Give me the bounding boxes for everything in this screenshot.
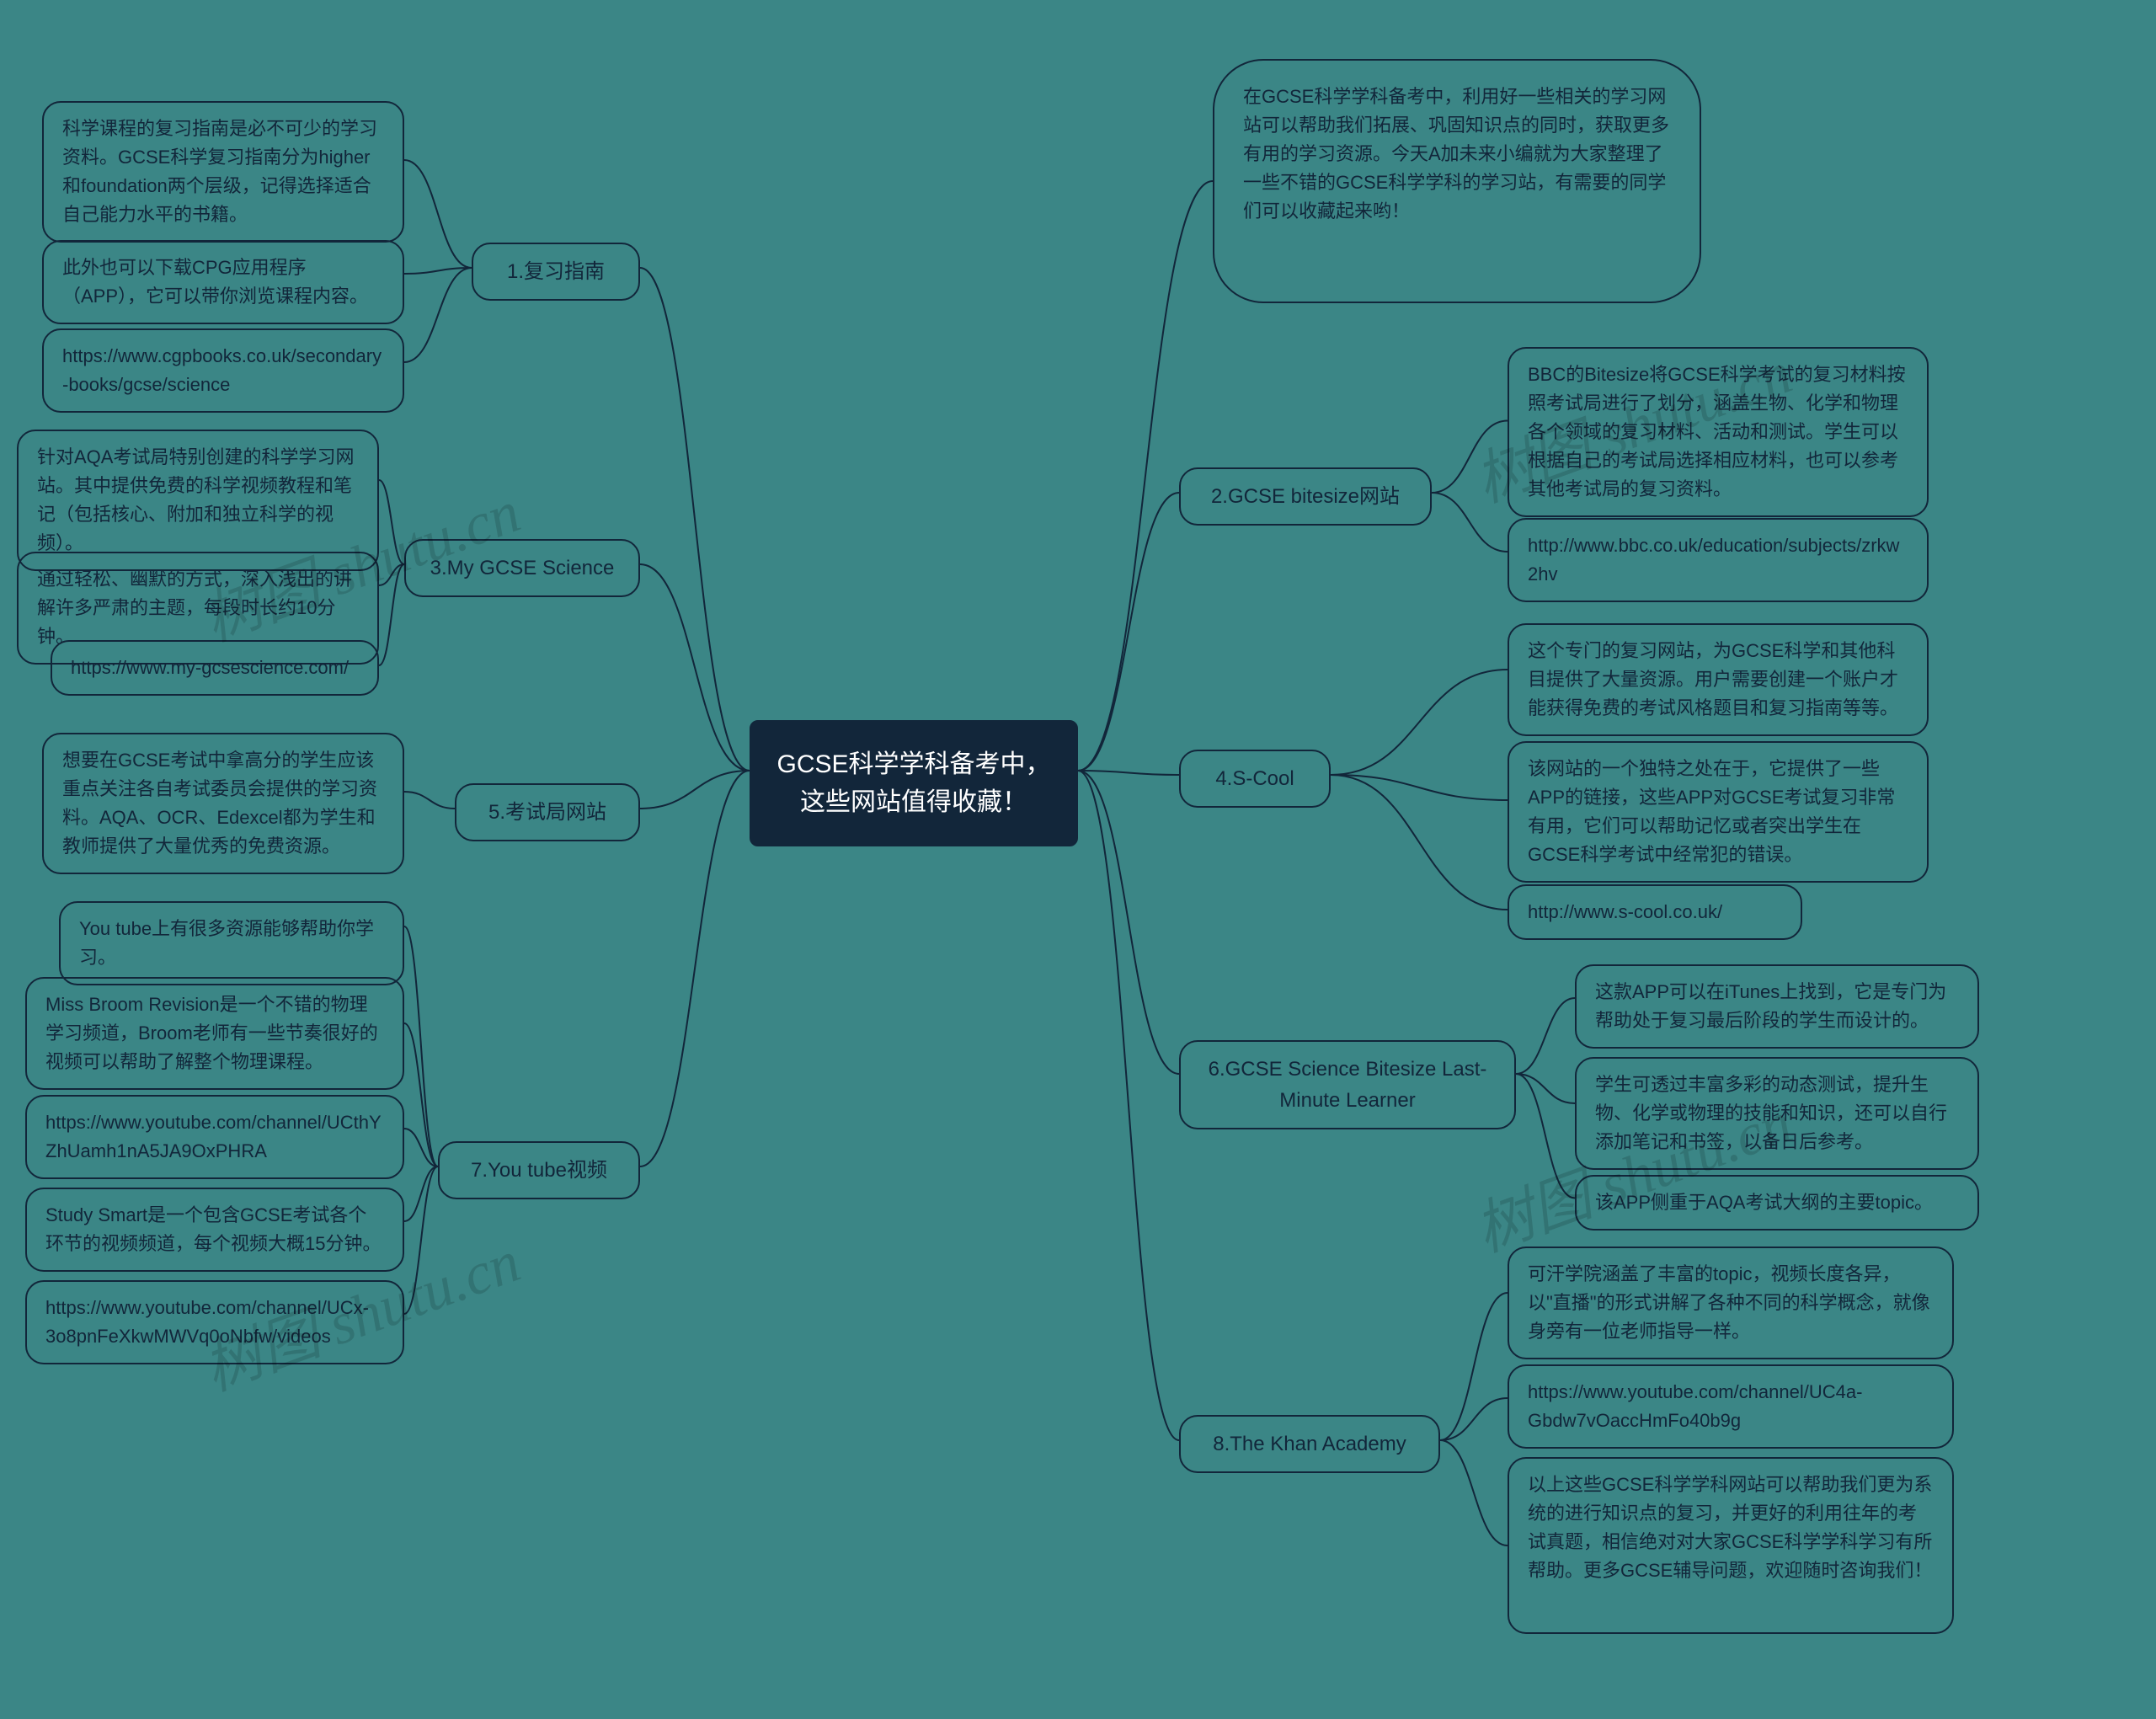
root-text: GCSE科学学科备考中，这些网站值得收藏！ [776,750,1050,816]
branch-8-leaf-1-text: 可汗学院涵盖了丰富的topic，视频长度各异，以"直播"的形式讲解了各种不同的科… [1528,1263,1930,1342]
branch-1-label: 1.复习指南 [507,260,605,283]
branch-6-leaf-3: 该APP侧重于AQA考试大纲的主要topic。 [1575,1175,1979,1231]
mindmap-stage: GCSE科学学科备考中，这些网站值得收藏！ 在GCSE科学学科备考中，利用好一些… [0,0,2156,1719]
branch-1-leaf-1-text: 科学课程的复习指南是必不可少的学习资料。GCSE科学复习指南分为higher和f… [62,118,377,225]
branch-3-leaf-1-text: 针对AQA考试局特别创建的科学学习网站。其中提供免费的科学视频教程和笔记（包括核… [37,446,354,553]
branch-7-leaf-1-text: You tube上有很多资源能够帮助你学习。 [79,918,374,968]
branch-7-leaf-2-text: Miss Broom Revision是一个不错的物理学习频道，Broom老师有… [45,994,378,1072]
branch-3-label: 3.My GCSE Science [430,557,615,579]
branch-5-leaf-1: 想要在GCSE考试中拿高分的学生应该重点关注各自考试委员会提供的学习资料。AQA… [42,733,404,874]
branch-1-leaf-3: https://www.cgpbooks.co.uk/secondary-boo… [42,328,404,413]
branch-8-leaf-2: https://www.youtube.com/channel/UC4a-Gbd… [1508,1364,1954,1449]
branch-7-leaf-4-text: Study Smart是一个包含GCSE考试各个环节的视频频道，每个视频大概15… [45,1204,381,1254]
branch-1-leaf-2: 此外也可以下载CPG应用程序（APP），它可以带你浏览课程内容。 [42,240,404,324]
branch-1: 1.复习指南 [472,243,640,301]
branch-7-leaf-1: You tube上有很多资源能够帮助你学习。 [59,901,404,985]
branch-7-leaf-4: Study Smart是一个包含GCSE考试各个环节的视频频道，每个视频大概15… [25,1188,404,1272]
branch-8-leaf-3-text: 以上这些GCSE科学学科网站可以帮助我们更为系统的进行知识点的复习，并更好的利用… [1528,1474,1932,1581]
branch-6-leaf-1: 这款APP可以在iTunes上找到，它是专门为帮助处于复习最后阶段的学生而设计的… [1575,964,1979,1049]
branch-7-leaf-5-text: https://www.youtube.com/channel/UCx-3o8p… [45,1297,369,1347]
branch-8-label: 8.The Khan Academy [1213,1433,1406,1455]
root-node: GCSE科学学科备考中，这些网站值得收藏！ [750,720,1078,846]
branch-8-leaf-3: 以上这些GCSE科学学科网站可以帮助我们更为系统的进行知识点的复习，并更好的利用… [1508,1457,1954,1634]
branch-5-leaf-1-text: 想要在GCSE考试中拿高分的学生应该重点关注各自考试委员会提供的学习资料。AQA… [62,750,377,857]
branch-2-leaf-2: http://www.bbc.co.uk/education/subjects/… [1508,518,1929,602]
branch-8: 8.The Khan Academy [1179,1415,1440,1473]
branch-4-leaf-2-text: 该网站的一个独特之处在于，它提供了一些APP的链接，这些APP对GCSE考试复习… [1528,758,1895,865]
branch-3-leaf-2-text: 通过轻松、幽默的方式，深入浅出的讲解许多严肃的主题，每段时长约10分钟。 [37,569,352,647]
branch-3: 3.My GCSE Science [404,539,640,597]
branch-3-leaf-3: https://www.my-gcsescience.com/ [51,640,379,696]
branch-6-label: 6.GCSE Science Bitesize Last-Minute Lear… [1209,1058,1487,1112]
branch-6: 6.GCSE Science Bitesize Last-Minute Lear… [1179,1040,1516,1129]
branch-1-leaf-3-text: https://www.cgpbooks.co.uk/secondary-boo… [62,345,382,395]
branch-6-leaf-1-text: 这款APP可以在iTunes上找到，它是专门为帮助处于复习最后阶段的学生而设计的… [1595,981,1946,1031]
branch-8-leaf-1: 可汗学院涵盖了丰富的topic，视频长度各异，以"直播"的形式讲解了各种不同的科… [1508,1247,1954,1359]
branch-7-label: 7.You tube视频 [471,1159,607,1182]
branch-7-leaf-2: Miss Broom Revision是一个不错的物理学习频道，Broom老师有… [25,977,404,1090]
branch-7-leaf-3-text: https://www.youtube.com/channel/UCthYZhU… [45,1112,382,1161]
branch-3-leaf-1: 针对AQA考试局特别创建的科学学习网站。其中提供免费的科学视频教程和笔记（包括核… [17,430,379,571]
branch-4-leaf-1: 这个专门的复习网站，为GCSE科学和其他科目提供了大量资源。用户需要创建一个账户… [1508,623,1929,736]
branch-2-leaf-1: BBC的Bitesize将GCSE科学考试的复习材料按照考试局进行了划分，涵盖生… [1508,347,1929,517]
branch-4-leaf-3-text: http://www.s-cool.co.uk/ [1528,901,1722,922]
branch-6-leaf-2: 学生可透过丰富多彩的动态测试，提升生物、化学或物理的技能和知识，还可以自行添加笔… [1575,1057,1979,1170]
intro-text: 在GCSE科学学科备考中，利用好一些相关的学习网站可以帮助我们拓展、巩固知识点的… [1243,86,1669,222]
branch-4-leaf-1-text: 这个专门的复习网站，为GCSE科学和其他科目提供了大量资源。用户需要创建一个账户… [1528,640,1898,718]
branch-6-leaf-3-text: 该APP侧重于AQA考试大纲的主要topic。 [1595,1192,1933,1213]
branch-4-leaf-2: 该网站的一个独特之处在于，它提供了一些APP的链接，这些APP对GCSE考试复习… [1508,741,1929,883]
branch-5-label: 5.考试局网站 [488,801,606,824]
branch-5: 5.考试局网站 [455,783,640,841]
branch-2: 2.GCSE bitesize网站 [1179,467,1432,526]
branch-6-leaf-2-text: 学生可透过丰富多彩的动态测试，提升生物、化学或物理的技能和知识，还可以自行添加笔… [1595,1074,1947,1152]
branch-1-leaf-2-text: 此外也可以下载CPG应用程序（APP），它可以带你浏览课程内容。 [62,257,368,307]
branch-3-leaf-3-text: https://www.my-gcsescience.com/ [71,657,349,678]
branch-7-leaf-3: https://www.youtube.com/channel/UCthYZhU… [25,1095,404,1179]
branch-4-leaf-3: http://www.s-cool.co.uk/ [1508,884,1802,940]
branch-4: 4.S-Cool [1179,750,1331,808]
branch-2-leaf-2-text: http://www.bbc.co.uk/education/subjects/… [1528,535,1899,585]
intro-node: 在GCSE科学学科备考中，利用好一些相关的学习网站可以帮助我们拓展、巩固知识点的… [1213,59,1701,303]
branch-2-label: 2.GCSE bitesize网站 [1211,485,1400,508]
branch-8-leaf-2-text: https://www.youtube.com/channel/UC4a-Gbd… [1528,1381,1862,1431]
branch-7-leaf-5: https://www.youtube.com/channel/UCx-3o8p… [25,1280,404,1364]
branch-1-leaf-1: 科学课程的复习指南是必不可少的学习资料。GCSE科学复习指南分为higher和f… [42,101,404,243]
branch-7: 7.You tube视频 [438,1141,640,1199]
branch-4-label: 4.S-Cool [1215,767,1294,790]
branch-2-leaf-1-text: BBC的Bitesize将GCSE科学考试的复习材料按照考试局进行了划分，涵盖生… [1528,364,1906,499]
